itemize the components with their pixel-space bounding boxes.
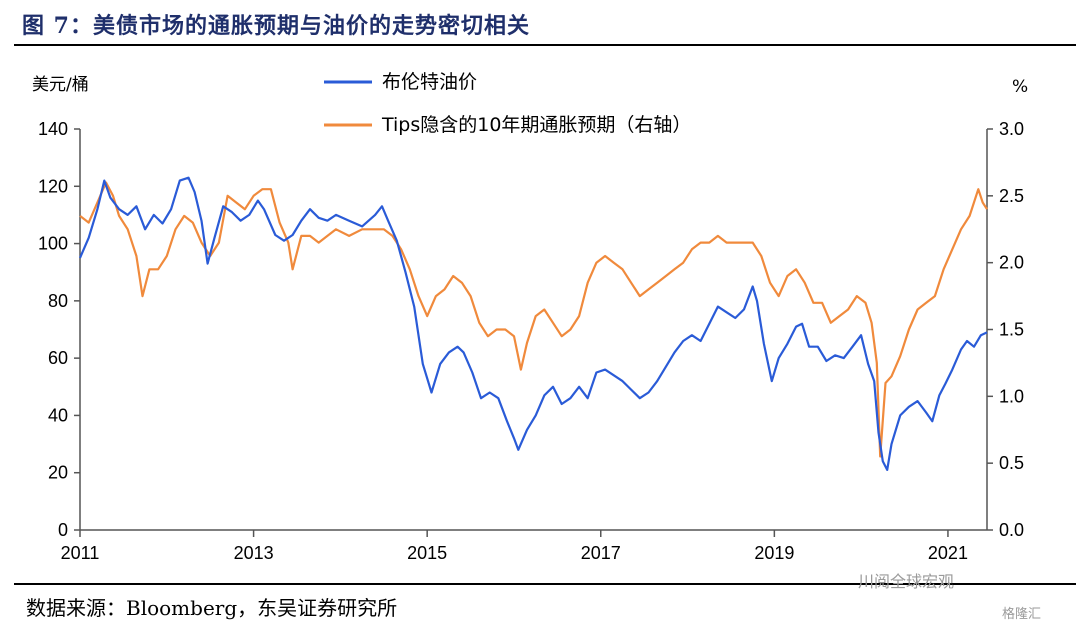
source-note: 数据来源：Bloomberg，东吴证券研究所 bbox=[26, 596, 398, 620]
left-tick-label: 40 bbox=[48, 405, 68, 425]
x-tick-label: 2015 bbox=[407, 543, 447, 563]
right-tick-label: 1.0 bbox=[999, 386, 1024, 406]
x-tick-label: 2017 bbox=[581, 543, 621, 563]
watermark-logo: 格隆汇 bbox=[1002, 607, 1042, 622]
x-tick-label: 2019 bbox=[754, 543, 794, 563]
chart-series bbox=[78, 176, 988, 471]
series-line-brent bbox=[78, 176, 988, 471]
left-tick-label: 60 bbox=[48, 348, 68, 368]
left-tick-label: 100 bbox=[38, 234, 68, 254]
left-tick-label: 80 bbox=[48, 291, 68, 311]
left-tick-label: 120 bbox=[38, 176, 68, 196]
right-tick-label: 0.0 bbox=[999, 520, 1024, 540]
source-rule bbox=[14, 583, 1076, 585]
title-rule bbox=[14, 44, 1076, 46]
watermark: 川阅全球宏观 bbox=[858, 572, 955, 591]
x-tick-label: 2021 bbox=[928, 543, 968, 563]
legend-label-inflation: Tips隐含的10年期通胀预期（右轴） bbox=[381, 114, 691, 136]
series-line-inflation bbox=[79, 181, 988, 458]
left-tick-label: 140 bbox=[38, 119, 68, 139]
right-tick-label: 2.0 bbox=[999, 253, 1024, 273]
right-tick-label: 1.5 bbox=[999, 320, 1024, 340]
right-tick-label: 2.5 bbox=[999, 186, 1024, 206]
left-tick-label: 20 bbox=[48, 463, 68, 483]
right-axis-label: % bbox=[1012, 77, 1028, 97]
left-tick-label: 0 bbox=[58, 520, 68, 540]
left-axis-label: 美元/桶 bbox=[32, 75, 89, 95]
right-tick-label: 3.0 bbox=[999, 119, 1024, 139]
x-tick-label: 2011 bbox=[61, 543, 100, 563]
chart-axes: 0 20 40 60 80 100 120 140 0.0 0.5 1.0 1.5 2.0 2.5 3.0 2… bbox=[38, 119, 1024, 563]
right-tick-label: 0.5 bbox=[999, 453, 1024, 473]
legend-label-brent: 布伦特油价 bbox=[382, 71, 477, 93]
x-tick-label: 2013 bbox=[234, 543, 274, 563]
figure-title: 图 7：美债市场的通胀预期与油价的走势密切相关 bbox=[22, 13, 530, 39]
chart-legend: 布伦特油价 Tips隐含的10年期通胀预期（右轴） bbox=[324, 71, 691, 136]
